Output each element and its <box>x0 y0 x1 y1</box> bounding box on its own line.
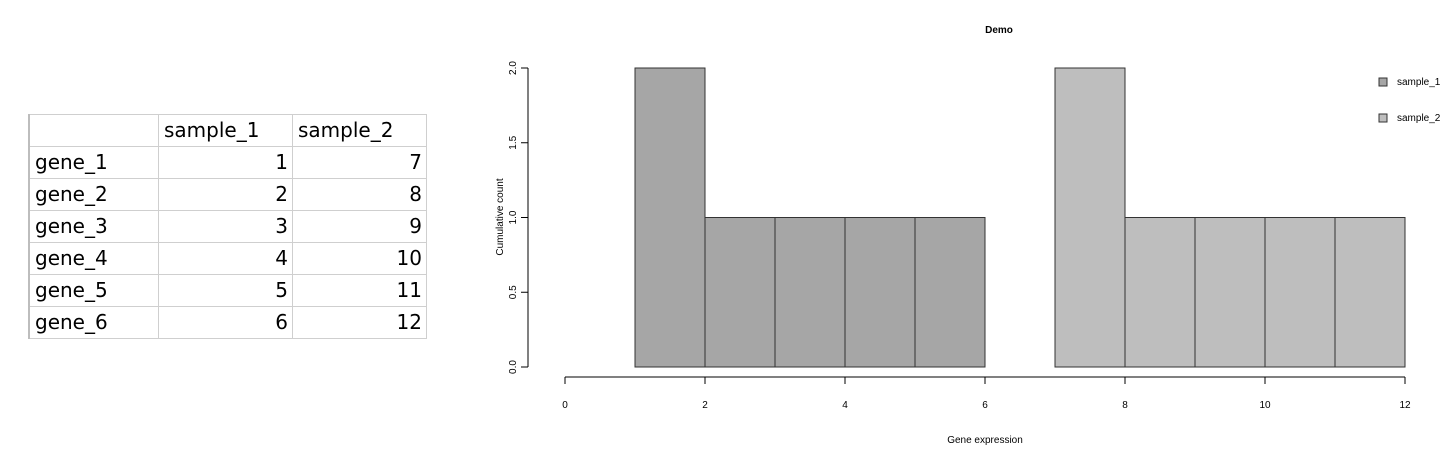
value-cell[interactable]: 1 <box>158 146 293 179</box>
value-cell[interactable]: 5 <box>158 274 293 307</box>
value-cell[interactable]: 4 <box>158 242 293 275</box>
value-cell[interactable]: 10 <box>292 242 427 275</box>
gene-name-cell[interactable]: gene_3 <box>28 210 159 243</box>
x-tick-label: 10 <box>1259 400 1271 411</box>
x-tick-label: 8 <box>1122 400 1128 411</box>
legend-label-sample_2: sample_2 <box>1397 113 1441 124</box>
chart-title: Demo <box>985 25 1013 36</box>
table-header-row: sample_1 sample_2 <box>28 114 427 147</box>
y-axis-title: Cumulative count <box>495 178 506 255</box>
table-row: gene_6 6 12 <box>28 306 427 339</box>
bar-sample_1-bin-0 <box>634 67 706 368</box>
gene-expression-table: sample_1 sample_2 gene_1 1 7 gene_2 2 8 gene_3 3 9… <box>28 114 427 339</box>
x-tick-label: 2 <box>702 400 708 411</box>
legend-swatch-sample_2 <box>1378 113 1388 123</box>
bars-group <box>634 67 1406 368</box>
y-axis: 0.0 0.5 1.0 1.5 2.0 <box>508 61 529 374</box>
gene-name-cell[interactable]: gene_6 <box>28 306 159 339</box>
legend: sample_1 sample_2 <box>1378 77 1441 124</box>
column-header[interactable]: sample_1 <box>158 114 293 147</box>
value-cell[interactable]: 7 <box>292 146 427 179</box>
gene-name-cell[interactable]: gene_2 <box>28 178 159 211</box>
y-tick-label: 1.5 <box>508 135 519 149</box>
table-row: gene_1 1 7 <box>28 146 427 179</box>
y-tick-label: 1.0 <box>508 210 519 224</box>
y-tick-label: 0.5 <box>508 285 519 299</box>
table-row: gene_4 4 10 <box>28 242 427 275</box>
column-header[interactable]: sample_2 <box>292 114 427 147</box>
x-tick-label: 12 <box>1399 400 1411 411</box>
table-row: gene_3 3 9 <box>28 210 427 243</box>
y-tick-label: 0.0 <box>508 360 519 374</box>
value-cell[interactable]: 3 <box>158 210 293 243</box>
gene-name-cell[interactable]: gene_1 <box>28 146 159 179</box>
legend-label-sample_1: sample_1 <box>1397 77 1441 88</box>
bar-sample_1-bin-2 <box>774 217 846 368</box>
bar-sample_2-bin-2 <box>1194 217 1266 368</box>
value-cell[interactable]: 8 <box>292 178 427 211</box>
gene-name-cell[interactable]: gene_5 <box>28 274 159 307</box>
x-tick-label: 4 <box>842 400 848 411</box>
value-cell[interactable]: 11 <box>292 274 427 307</box>
table-row: gene_5 5 11 <box>28 274 427 307</box>
bar-sample_1-bin-4 <box>914 217 986 368</box>
value-cell[interactable]: 12 <box>292 306 427 339</box>
x-axis-title: Gene expression <box>947 435 1023 446</box>
bar-sample_2-bin-3 <box>1264 217 1336 368</box>
bar-sample_1-bin-1 <box>704 217 776 368</box>
x-axis: 0 2 4 6 8 10 12 <box>562 376 1411 411</box>
column-header[interactable] <box>28 114 159 147</box>
table-row: gene_2 2 8 <box>28 178 427 211</box>
gene-name-cell[interactable]: gene_4 <box>28 242 159 275</box>
bar-sample_2-bin-4 <box>1334 217 1406 368</box>
bar-sample_1-bin-3 <box>844 217 916 368</box>
value-cell[interactable]: 9 <box>292 210 427 243</box>
value-cell[interactable]: 2 <box>158 178 293 211</box>
legend-swatch-sample_1 <box>1378 77 1388 87</box>
y-tick-label: 2.0 <box>508 61 519 75</box>
histogram-chart: Demo 0 2 4 6 8 10 12 0.0 0.5 1.0 1.5 2.0 Gene expr… <box>495 25 1441 446</box>
bar-sample_2-bin-1 <box>1124 217 1196 368</box>
x-tick-label: 0 <box>562 400 568 411</box>
bar-sample_2-bin-0 <box>1054 67 1126 368</box>
x-tick-label: 6 <box>982 400 988 411</box>
value-cell[interactable]: 6 <box>158 306 293 339</box>
